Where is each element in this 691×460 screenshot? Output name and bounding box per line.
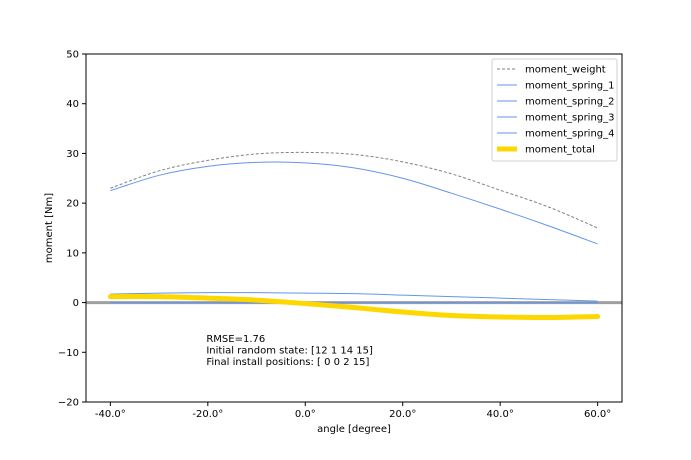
- x-tick-label: 20.0°: [389, 409, 416, 420]
- series-line-moment-spring-1: [110, 161, 598, 245]
- legend-box: [491, 58, 618, 162]
- x-tick-label: -20.0°: [192, 409, 223, 420]
- legend-label-moment-total: moment_total: [525, 145, 595, 156]
- legend-label-moment-spring-2: moment_spring_2: [525, 97, 615, 108]
- y-tick-label: 40: [66, 99, 79, 110]
- series-line-moment-weight: [110, 151, 598, 229]
- y-tick-label: −20: [58, 398, 79, 409]
- x-axis-label: angle [degree]: [317, 424, 391, 435]
- series-line-moment-spring-2: [110, 292, 598, 302]
- legend-label-moment-spring-3: moment_spring_3: [525, 113, 615, 124]
- series-layer: [86, 151, 622, 321]
- y-tick-label: 20: [66, 199, 79, 210]
- y-tick-label: 30: [66, 149, 79, 160]
- x-tick-label: -40.0°: [95, 409, 126, 420]
- axes-frame: [85, 53, 623, 403]
- y-tick-label: 10: [66, 248, 79, 259]
- series-line-moment-total: [107, 293, 601, 321]
- annotation-text: Final install positions: [ 0 0 2 15]: [206, 357, 369, 368]
- x-tick-label: 40.0°: [487, 409, 514, 420]
- x-tick-label: 0.0°: [295, 409, 316, 420]
- ticks-layer: -40.0° -20.0° 0.0° 20.0° 40.0° 60.0° −20 −10 0 10…: [58, 50, 611, 421]
- y-axis-label: moment [Nm]: [44, 193, 55, 263]
- y-tick-label: 50: [66, 50, 79, 61]
- legend-label-moment-spring-1: moment_spring_1: [525, 81, 615, 92]
- annotation-text: RMSE=1.76: [206, 334, 265, 345]
- plot-area: -40.0° -20.0° 0.0° 20.0° 40.0° 60.0° −20 −10 0 10…: [58, 50, 623, 421]
- y-tick-label: 0: [73, 298, 79, 309]
- legend-label-moment-spring-4: moment_spring_4: [525, 129, 615, 140]
- legend: moment_weight moment_spring_1 moment_sprin…: [491, 58, 618, 162]
- annotation-text: Initial random state: [12 1 14 15]: [206, 345, 373, 356]
- legend-label-moment-weight: moment_weight: [525, 65, 606, 76]
- y-tick-label: −10: [58, 348, 79, 359]
- x-tick-label: 60.0°: [584, 409, 611, 420]
